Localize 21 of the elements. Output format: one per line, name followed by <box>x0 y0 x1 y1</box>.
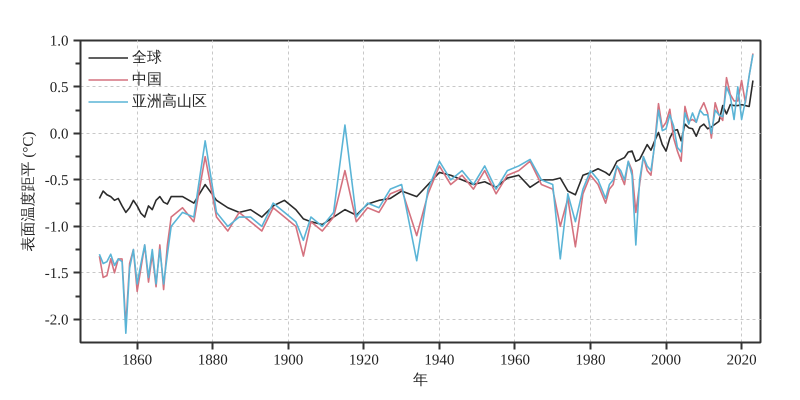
y-tick-label: -0.5 <box>44 172 69 189</box>
x-tick-label: 1920 <box>348 352 379 368</box>
x-axis-title: 年 <box>413 372 428 388</box>
x-tick-label: 2000 <box>651 352 682 368</box>
x-tick-label: 1900 <box>273 352 304 368</box>
y-tick-label: -2.0 <box>44 312 69 328</box>
y-tick-label: 1.0 <box>50 34 68 50</box>
x-tick-label: 1860 <box>122 352 152 368</box>
y-tick-label: -1.5 <box>44 266 69 282</box>
x-tick-label: 1960 <box>500 352 530 368</box>
legend-label: 中国 <box>132 70 162 89</box>
legend-label: 亚洲高山区 <box>132 92 207 111</box>
x-tick-label: 1940 <box>424 352 454 368</box>
x-tick-label: 2020 <box>726 352 757 368</box>
x-tick-label: 1880 <box>198 352 228 368</box>
y-tick-label: 0.5 <box>50 80 68 96</box>
x-tick-label: 1980 <box>576 352 606 368</box>
legend-label: 全球 <box>132 48 162 67</box>
y-tick-label: 0.0 <box>50 126 68 142</box>
y-axis-title: 表面温度距平 (°C) <box>20 132 37 252</box>
y-tick-label: -1.0 <box>44 219 69 236</box>
